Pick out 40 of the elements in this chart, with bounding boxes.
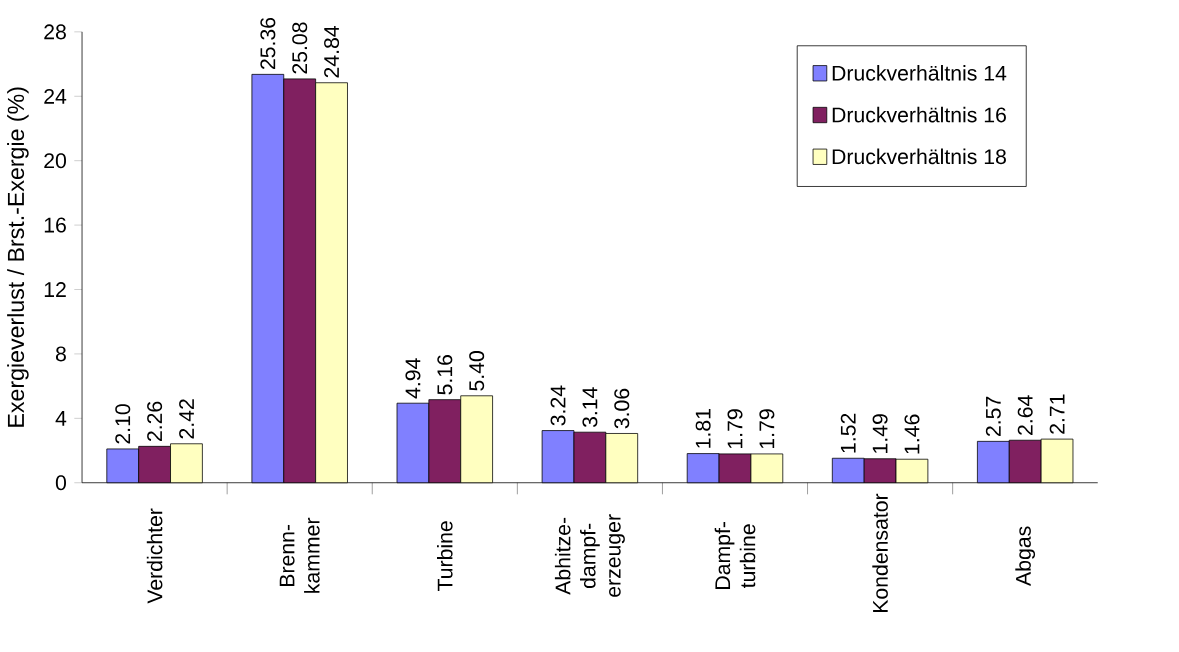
y-tick-label: 0 — [55, 475, 67, 491]
y-tick-label: 16 — [44, 217, 66, 233]
data-label: 2.57 — [985, 396, 1001, 437]
data-label: 25.08 — [292, 22, 308, 74]
x-tick-label: Abgas — [1015, 526, 1036, 587]
data-label: 24.84 — [324, 26, 340, 78]
data-label: 2.64 — [1017, 395, 1033, 436]
y-tick-label: 24 — [44, 89, 67, 104]
x-tick-label: Abhitze- dampf- erzeuger — [554, 514, 625, 598]
y-tick-label: 8 — [55, 346, 66, 362]
data-label: 1.79 — [727, 409, 743, 449]
legend-label: Druckverhältnis 18 — [832, 148, 1006, 165]
data-label: 3.24 — [550, 385, 566, 426]
data-label: 1.52 — [840, 413, 856, 453]
data-label: 25.36 — [260, 18, 276, 70]
legend-label: Druckverhältnis 16 — [832, 106, 1006, 123]
data-label: 1.81 — [695, 409, 711, 448]
x-tick-label: Verdichter — [146, 508, 163, 604]
x-tick-label: Turbine — [437, 521, 453, 592]
y-tick-label: 12 — [44, 282, 66, 298]
data-label: 3.06 — [614, 388, 630, 429]
data-label: 1.79 — [759, 409, 775, 449]
data-label: 2.26 — [147, 401, 163, 442]
x-tick-label: Brenn- kammer — [279, 518, 320, 593]
data-label: 2.10 — [115, 404, 131, 444]
data-label: 1.49 — [872, 414, 888, 454]
data-label: 4.94 — [405, 358, 421, 399]
data-label: 2.71 — [1049, 394, 1065, 434]
data-label: 5.40 — [469, 351, 485, 391]
y-tick-label: 28 — [44, 24, 66, 40]
y-axis-title: Exergieverlust / Brst.-Exergie (%) — [7, 87, 29, 427]
y-tick-label: 20 — [44, 153, 67, 169]
data-label: 1.46 — [904, 414, 920, 454]
data-label: 2.42 — [179, 399, 194, 439]
legend-label: Druckverhältnis 14 — [832, 65, 1007, 81]
data-label: 5.16 — [437, 355, 453, 395]
data-label: 3.14 — [582, 387, 598, 428]
y-tick-label: 4 — [55, 411, 67, 426]
x-tick-label: Kondensator — [872, 493, 888, 613]
x-tick-label: Dampf- turbine — [714, 522, 756, 590]
